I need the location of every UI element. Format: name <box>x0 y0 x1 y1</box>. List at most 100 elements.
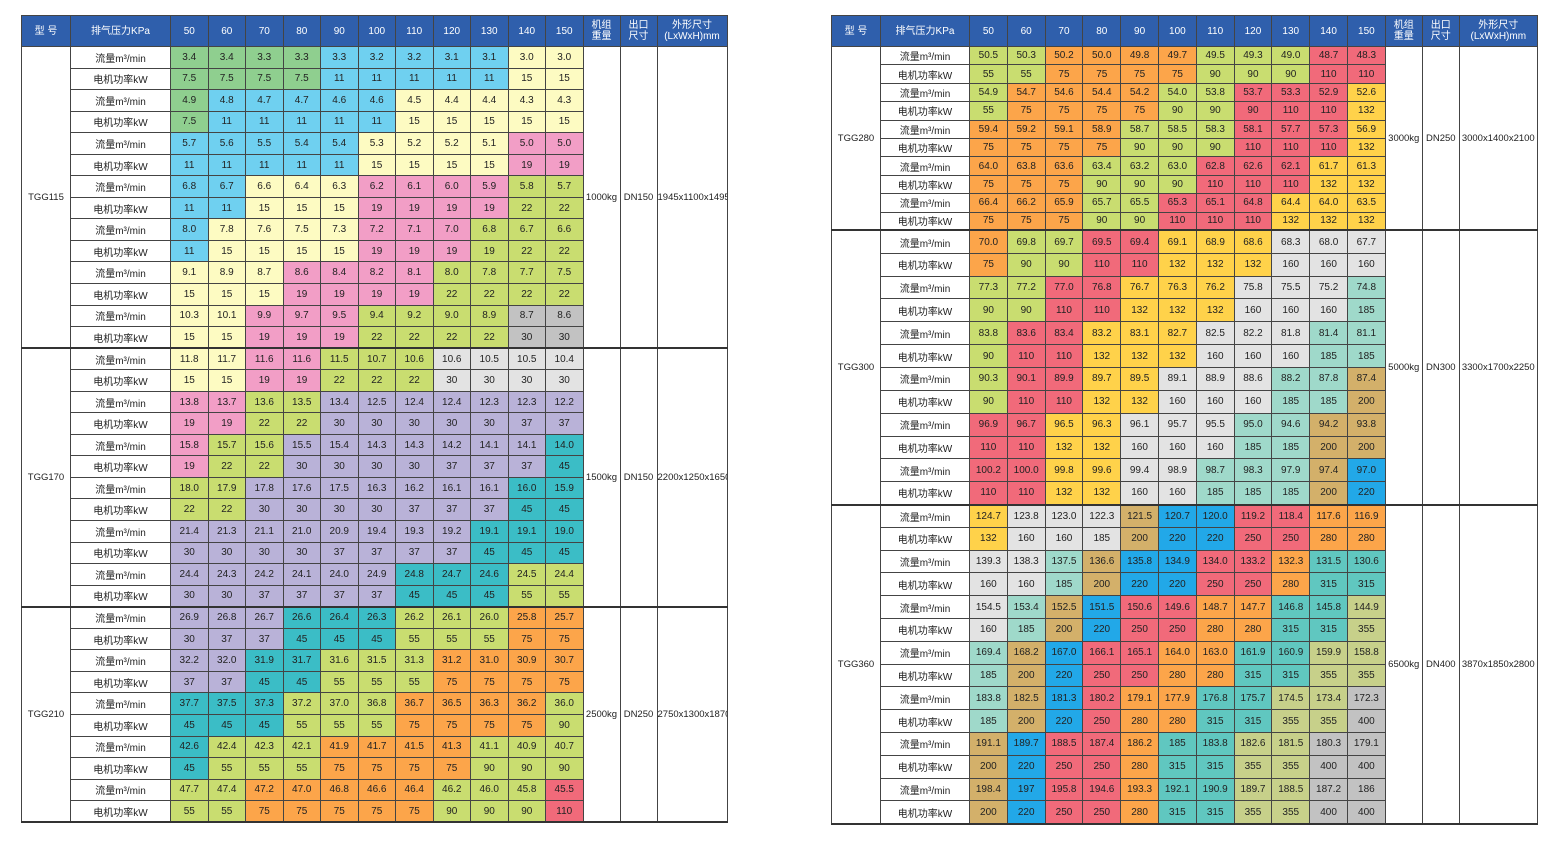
value-cell: 250 <box>1044 800 1084 825</box>
table-row: 电机功率kW 75 75 75 75 90 90 90 110 110 110 132 <box>832 137 1538 158</box>
value-cell: 59.2 <box>1006 119 1046 139</box>
parameter-label: 流量m³/min <box>880 366 970 391</box>
table-row: TGG170 流量m³/min 11.8 11.7 11.6 11.6 11.5 10.7 10… <box>21 347 728 608</box>
header-model: 型 号 <box>21 15 71 47</box>
value-cell: 58.9 <box>1082 119 1122 139</box>
table-row: 电机功率kW 160 185 200 220 250 250 280 280 315 315 355 <box>832 618 1538 642</box>
value-cell: 5.9 <box>470 175 509 198</box>
value-cell: 53.3 <box>1271 82 1311 103</box>
value-cell: 110 <box>1006 435 1046 460</box>
value-cell: 160 <box>1120 435 1159 460</box>
weight-cell: 1000kg <box>582 46 621 350</box>
value-cell: 8.1 <box>395 261 434 285</box>
value-cell: 120.0 <box>1195 503 1235 528</box>
value-cell: 132 <box>1195 252 1235 277</box>
parameter-label: 电机功率kW <box>70 800 171 824</box>
value-cell: 56.9 <box>1346 119 1386 139</box>
value-cell: 90 <box>1082 211 1122 232</box>
value-cell: 90 <box>1044 252 1084 277</box>
value-cell: 30 <box>470 369 509 392</box>
value-cell: 14.3 <box>357 433 396 457</box>
value-cell: 19 <box>245 326 284 350</box>
value-cell: 15 <box>207 239 246 263</box>
value-cell: 45 <box>545 455 584 478</box>
value-cell: 185 <box>1157 732 1197 756</box>
value-cell: 37 <box>432 455 471 478</box>
value-cell: 90 <box>1006 252 1046 277</box>
value-cell: 75 <box>282 800 321 824</box>
value-cell: 220 <box>1082 618 1122 642</box>
value-cell: 22 <box>545 283 584 306</box>
value-cell: 30 <box>357 498 396 522</box>
value-cell: 75 <box>432 713 471 737</box>
value-cell: 90 <box>470 757 509 780</box>
weight-cell: 2500kg <box>582 605 621 824</box>
value-cell: 7.2 <box>357 218 396 241</box>
value-cell: 45 <box>245 713 284 737</box>
parameter-label: 流量m³/min <box>880 193 970 213</box>
value-cell: 99.6 <box>1082 458 1122 483</box>
value-cell: 41.3 <box>432 735 471 759</box>
value-cell: 134.9 <box>1157 549 1197 574</box>
value-cell: 96.7 <box>1006 412 1046 437</box>
value-cell: 46.8 <box>320 778 359 802</box>
table-row: 电机功率kW 11 15 15 15 15 19 19 19 19 22 22 <box>22 239 728 263</box>
value-cell: 15 <box>507 110 546 134</box>
value-cell: 75 <box>1120 64 1159 84</box>
value-cell: 37 <box>245 627 284 651</box>
value-cell: 188.5 <box>1044 732 1084 756</box>
table-row: TGG115 流量m³/min 3.4 3.4 3.3 3.3 3.3 3.2 3.2 3.1 3.… <box>21 46 728 350</box>
value-cell: 46.6 <box>357 778 396 802</box>
value-cell: 9.0 <box>432 304 471 328</box>
value-cell: 7.8 <box>470 261 509 285</box>
parameter-label: 电机功率kW <box>880 298 970 323</box>
value-cell: 400 <box>1346 800 1386 825</box>
value-cell: 30 <box>320 455 359 478</box>
table-row: TGG300 流量m³/min 70.0 69.8 69.7 69.5 69.4 69.1 68… <box>831 229 1538 506</box>
value-cell: 132 <box>1082 435 1122 460</box>
outlet-cell: DN400 <box>1421 503 1460 825</box>
value-cell: 185 <box>1309 344 1348 368</box>
value-cell: 19 <box>545 153 584 177</box>
value-cell: 83.1 <box>1120 321 1159 346</box>
value-cell: 69.1 <box>1157 229 1197 254</box>
value-cell: 36.7 <box>395 692 434 715</box>
value-cell: 49.0 <box>1271 45 1311 66</box>
value-cell: 160 <box>1120 481 1159 506</box>
value-cell: 77.2 <box>1006 275 1046 300</box>
table-row: 流量m³/min 169.4 168.2 167.0 166.1 165.1 164.0 16… <box>832 640 1538 665</box>
value-cell: 110 <box>969 435 1008 460</box>
value-cell: 26.7 <box>245 605 284 629</box>
value-cell: 280 <box>1120 800 1159 825</box>
value-cell: 4.7 <box>282 89 321 112</box>
header-pressure: 排气压力KPa <box>880 15 970 47</box>
value-cell: 185 <box>1233 435 1273 460</box>
value-cell: 41.5 <box>395 735 434 759</box>
value-cell: 90 <box>1233 64 1273 84</box>
value-cell: 17.9 <box>207 476 246 500</box>
value-cell: 37 <box>320 584 359 608</box>
table-row: 电机功率kW 90 90 110 110 132 132 132 160 160 160 185 <box>832 298 1538 323</box>
value-cell: 37 <box>395 498 434 522</box>
parameter-label: 电机功率kW <box>70 757 171 780</box>
value-cell: 55 <box>545 584 584 608</box>
value-cell: 19.3 <box>395 520 434 543</box>
value-cell: 24.5 <box>507 563 546 586</box>
value-cell: 110 <box>1271 101 1311 121</box>
value-cell: 11 <box>207 153 246 177</box>
parameter-label: 流量m³/min <box>880 275 970 300</box>
value-cell: 7.5 <box>207 67 246 91</box>
value-cell: 19 <box>357 196 396 220</box>
value-cell: 54.4 <box>1082 82 1122 103</box>
table-row: TGG360 流量m³/min 124.7 123.8 123.0 122.3 121.5 1… <box>831 503 1538 825</box>
value-cell: 189.7 <box>1006 732 1046 756</box>
value-cell: 90 <box>969 298 1008 323</box>
value-cell: 110 <box>1120 252 1159 277</box>
value-cell: 110 <box>545 800 584 824</box>
value-cell: 19 <box>432 239 471 263</box>
value-cell: 63.0 <box>1157 156 1197 176</box>
value-cell: 22 <box>507 283 546 306</box>
header-pressure-140: 140 <box>1309 15 1348 47</box>
table-row: 电机功率kW 55 55 75 75 75 75 90 90 90 110 110 <box>832 64 1538 84</box>
parameter-label: 电机功率kW <box>70 326 171 350</box>
